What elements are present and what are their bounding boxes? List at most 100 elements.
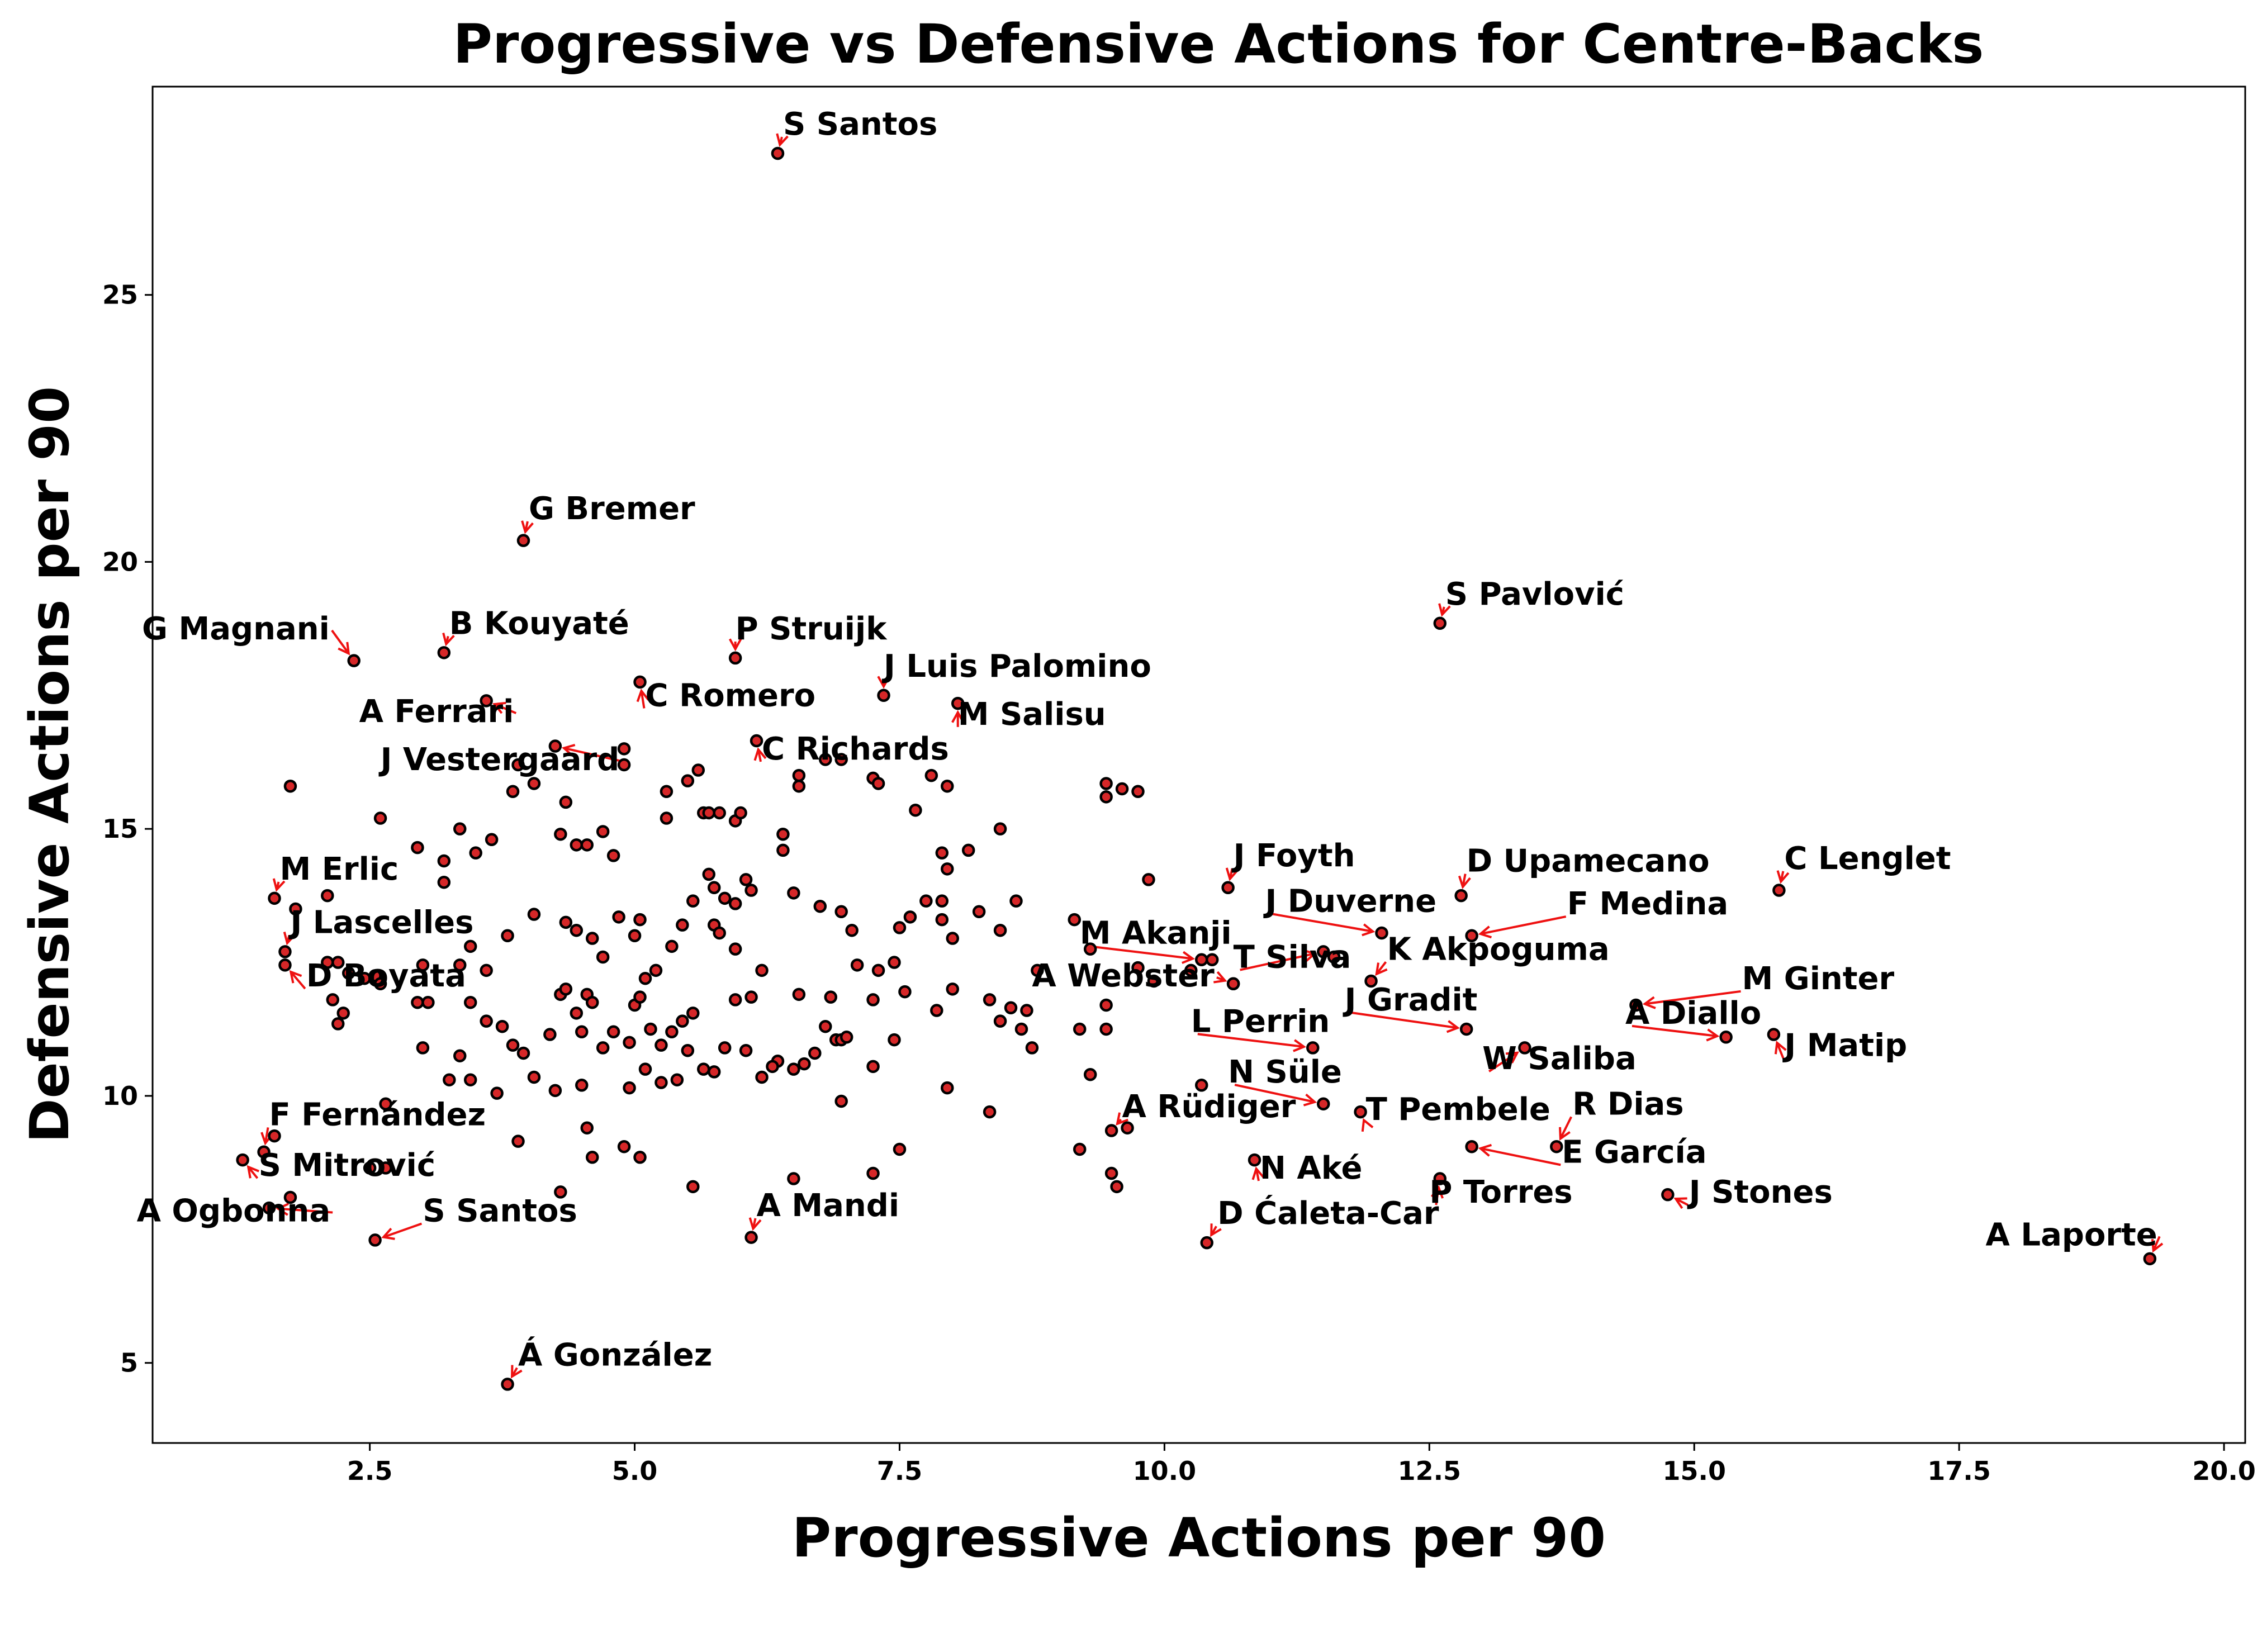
data-point [1661, 1188, 1675, 1202]
player-label: M Salisu [958, 696, 1106, 733]
data-point [1433, 1172, 1447, 1185]
data-point [1433, 616, 1447, 630]
data-point [268, 891, 281, 905]
data-point [893, 921, 907, 934]
data-point [495, 1019, 509, 1033]
data-point [728, 993, 742, 1007]
data-point [1142, 873, 1155, 886]
arrow-head [1446, 1020, 1460, 1033]
data-point [638, 1062, 652, 1076]
arrow-head [276, 1203, 289, 1216]
player-label: C Romero [645, 677, 815, 714]
player-label: B Kouyaté [449, 605, 629, 642]
player-label: D Boyata [306, 958, 466, 994]
arrow-head [1182, 951, 1195, 964]
data-point [2143, 1252, 2157, 1266]
data-point [670, 1073, 684, 1087]
data-point [718, 891, 732, 905]
data-point [1550, 1140, 1563, 1153]
data-point [411, 841, 424, 855]
data-point [612, 910, 625, 924]
data-point [469, 846, 482, 860]
data-point [554, 1185, 567, 1199]
player-label: S Santos [423, 1193, 577, 1229]
player-label: M Ginter [1742, 961, 1895, 997]
data-point [655, 1038, 668, 1052]
data-point [580, 1121, 594, 1134]
data-point [1004, 1001, 1018, 1015]
data-point [744, 990, 758, 1004]
annotation-arrow [1376, 961, 1387, 975]
data-point [490, 1086, 504, 1100]
data-point [570, 838, 584, 852]
data-point [1073, 1142, 1087, 1156]
player-label: P Struijk [736, 611, 888, 647]
data-point [877, 689, 890, 702]
data-point [1194, 1079, 1208, 1092]
data-point [511, 758, 525, 772]
arrow-head [1642, 996, 1656, 1009]
player-label: A Rüdiger [1122, 1089, 1296, 1125]
arrow-head [1303, 1093, 1317, 1107]
data-point [527, 1070, 541, 1084]
y-tick-label: 10 [102, 1081, 138, 1111]
data-point [278, 958, 292, 972]
y-axis-label: Defensive Actions per 90 [18, 386, 81, 1143]
arrow-head [748, 1217, 762, 1231]
annotation-arrow [1234, 1084, 1315, 1103]
data-point [1068, 913, 1082, 927]
data-point [443, 1073, 456, 1087]
plot-frame [151, 86, 2246, 1444]
annotation-arrow [640, 690, 646, 709]
data-point [485, 833, 499, 847]
data-point [935, 846, 949, 860]
data-point [585, 1151, 599, 1164]
data-point [739, 1043, 753, 1057]
data-point [506, 1038, 520, 1052]
arrow-head [1774, 1041, 1787, 1055]
player-label: A Laporte [1986, 1217, 2157, 1253]
arrow-head [1673, 1197, 1687, 1209]
data-point [728, 897, 742, 910]
player-label: N Aké [1260, 1150, 1362, 1186]
data-point [326, 993, 340, 1007]
annotation-arrow [247, 1166, 259, 1179]
arrow-head [492, 701, 506, 714]
annotation-arrow [1776, 1042, 1785, 1058]
arrow-head [1458, 875, 1471, 889]
annotation-arrow [1086, 944, 1193, 960]
data-point [660, 811, 674, 825]
data-point [453, 1049, 467, 1063]
player-label: S Santos [783, 106, 937, 143]
player-label: J Matip [1782, 1027, 1907, 1064]
data-point [935, 913, 949, 927]
data-point [660, 785, 674, 799]
data-point [580, 838, 594, 852]
data-point [411, 995, 424, 1009]
data-point [416, 958, 430, 972]
data-point [368, 1233, 382, 1247]
arrow-head [951, 710, 965, 723]
x-tick-label: 10.0 [1133, 1456, 1197, 1486]
data-point [702, 867, 715, 881]
data-point [1221, 881, 1235, 895]
player-label: L Perrin [1191, 1003, 1330, 1039]
arrow-head [510, 1365, 523, 1379]
data-point [1375, 926, 1388, 940]
data-point [697, 1062, 710, 1076]
data-point [1364, 974, 1378, 988]
data-point [379, 1097, 392, 1110]
player-label: J Stones [1687, 1174, 1833, 1210]
arrow-head [1225, 867, 1239, 881]
player-label: N Süle [1228, 1054, 1342, 1090]
annotation-arrow [2152, 1236, 2161, 1251]
data-point [845, 923, 859, 937]
data-point [548, 1084, 562, 1098]
annotation-arrow [563, 747, 622, 763]
annotation-arrow [1559, 1116, 1573, 1140]
arrow-head [1213, 971, 1227, 984]
annotation-arrow [264, 1127, 269, 1143]
data-point [506, 785, 520, 799]
player-label: K Akpoguma [1387, 931, 1609, 967]
data-point [480, 1014, 493, 1028]
